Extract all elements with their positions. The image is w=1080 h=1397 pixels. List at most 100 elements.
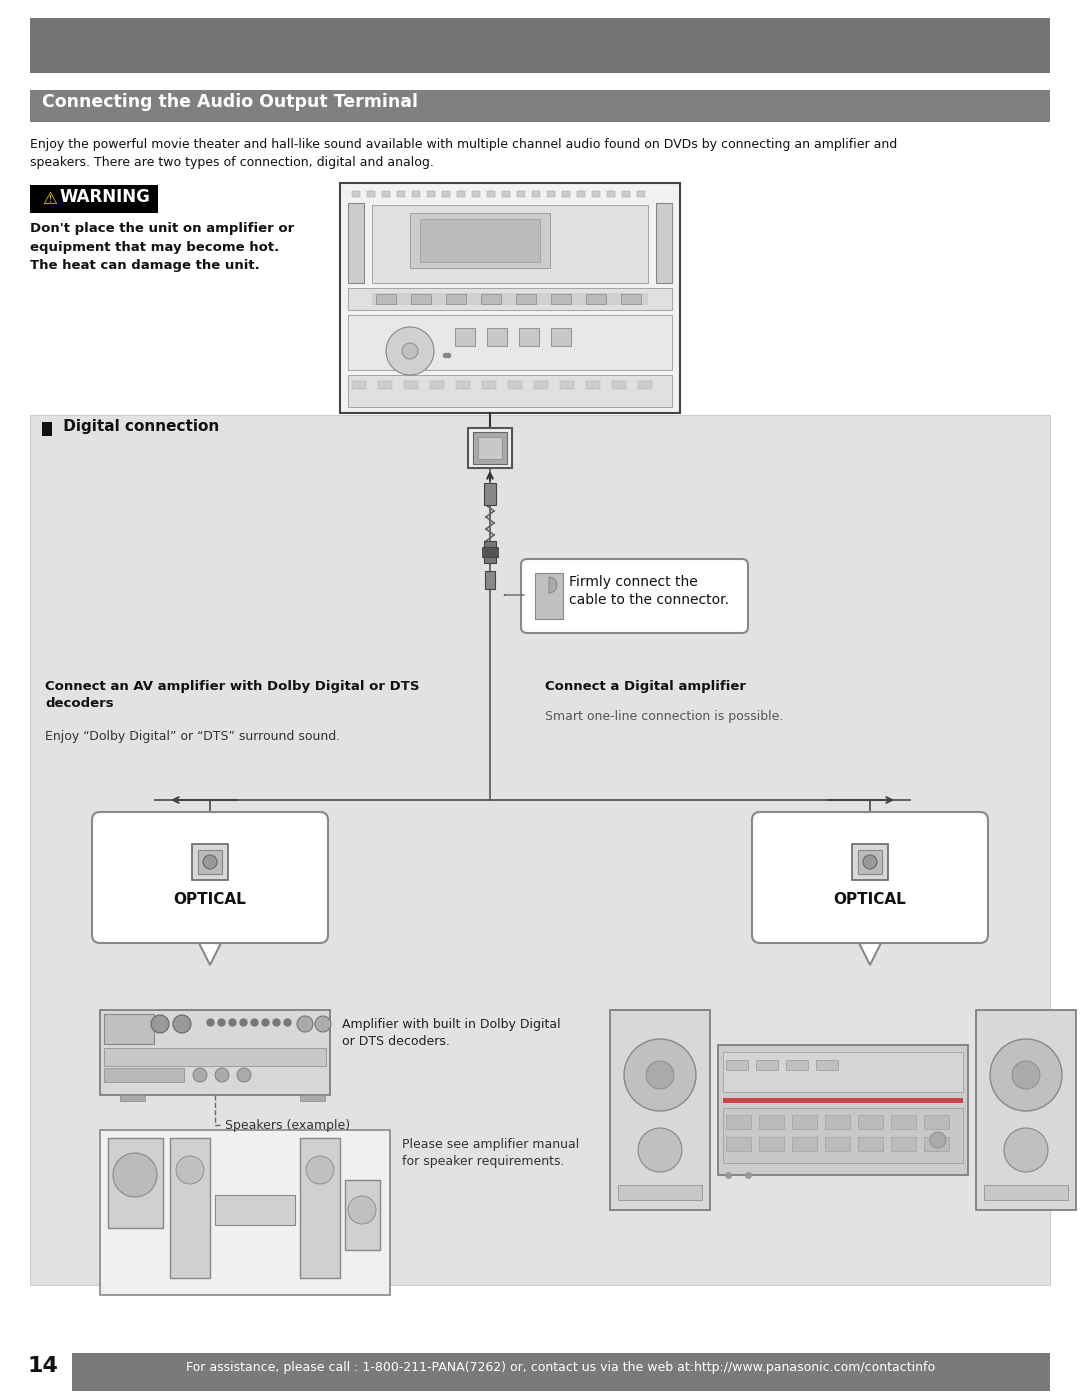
Bar	[104, 1067, 184, 1083]
Bar	[852, 844, 888, 880]
Circle shape	[315, 1016, 330, 1032]
Circle shape	[1012, 1060, 1040, 1090]
Bar	[562, 191, 570, 197]
Text: Smart one-line connection is possible.: Smart one-line connection is possible.	[545, 710, 783, 724]
Bar	[984, 1185, 1068, 1200]
Text: Please see amplifier manual
for speaker requirements.: Please see amplifier manual for speaker …	[402, 1139, 579, 1168]
Bar	[411, 191, 420, 197]
Bar	[472, 191, 480, 197]
Bar	[473, 432, 507, 464]
Bar	[726, 1060, 748, 1070]
Bar	[376, 293, 396, 305]
Bar	[551, 293, 571, 305]
Circle shape	[624, 1039, 696, 1111]
Wedge shape	[549, 577, 557, 592]
Circle shape	[990, 1039, 1062, 1111]
Bar	[718, 1045, 968, 1175]
Bar	[792, 1115, 816, 1129]
Bar	[487, 328, 507, 346]
Bar	[481, 293, 501, 305]
Text: OPTICAL: OPTICAL	[174, 893, 246, 907]
Bar	[348, 374, 672, 407]
FancyBboxPatch shape	[92, 812, 328, 943]
Bar	[622, 191, 630, 197]
Bar	[478, 437, 502, 460]
Bar	[348, 314, 672, 370]
Bar	[546, 191, 555, 197]
Circle shape	[402, 344, 418, 359]
Bar	[816, 1060, 838, 1070]
Bar	[397, 191, 405, 197]
Text: ⚠: ⚠	[42, 190, 57, 208]
Circle shape	[176, 1155, 204, 1185]
Bar	[484, 483, 496, 504]
Bar	[120, 1095, 145, 1101]
Text: Connect a Digital amplifier: Connect a Digital amplifier	[545, 680, 746, 693]
Bar	[723, 1052, 963, 1092]
Bar	[72, 1354, 1050, 1391]
Bar	[723, 1098, 963, 1104]
Bar	[858, 1137, 883, 1151]
Bar	[592, 191, 600, 197]
Bar	[924, 1115, 949, 1129]
Text: Digital connection: Digital connection	[58, 419, 219, 434]
Circle shape	[348, 1196, 376, 1224]
Bar	[519, 328, 539, 346]
Bar	[100, 1010, 330, 1095]
Bar	[108, 1139, 163, 1228]
Bar	[825, 1137, 850, 1151]
Bar	[517, 191, 525, 197]
Text: Enjoy the powerful movie theater and hall-like sound available with multiple cha: Enjoy the powerful movie theater and hal…	[30, 138, 897, 169]
FancyBboxPatch shape	[521, 559, 748, 633]
Bar	[586, 381, 600, 388]
Bar	[825, 1115, 850, 1129]
Bar	[30, 89, 1050, 122]
Bar	[516, 293, 536, 305]
Bar	[430, 381, 444, 388]
Bar	[104, 1014, 154, 1044]
Bar	[487, 191, 495, 197]
Bar	[535, 573, 563, 619]
Bar	[891, 1115, 916, 1129]
Circle shape	[237, 1067, 251, 1083]
Bar	[726, 1137, 751, 1151]
Bar	[532, 191, 540, 197]
Bar	[468, 427, 512, 468]
Bar	[455, 328, 475, 346]
Bar	[352, 191, 360, 197]
Bar	[348, 203, 364, 284]
Bar	[410, 212, 550, 268]
Bar	[618, 1185, 702, 1200]
Bar	[610, 1010, 710, 1210]
Bar	[637, 191, 645, 197]
Bar	[891, 1137, 916, 1151]
Bar	[30, 18, 1050, 73]
Bar	[30, 415, 1050, 1285]
Bar	[420, 219, 540, 263]
Bar	[976, 1010, 1076, 1210]
Bar	[100, 1130, 390, 1295]
Bar	[924, 1137, 949, 1151]
Bar	[792, 1137, 816, 1151]
Bar	[300, 1095, 325, 1101]
Circle shape	[297, 1016, 313, 1032]
Bar	[607, 191, 615, 197]
Bar	[42, 422, 52, 436]
Circle shape	[151, 1016, 168, 1032]
Bar	[621, 293, 642, 305]
Bar	[561, 381, 573, 388]
Circle shape	[863, 855, 877, 869]
Bar	[352, 381, 366, 388]
Bar	[345, 1180, 380, 1250]
Bar	[300, 1139, 340, 1278]
Bar	[723, 1108, 963, 1162]
Text: For assistance, please call : 1-800-211-PANA(7262) or, contact us via the web at: For assistance, please call : 1-800-211-…	[187, 1361, 935, 1375]
Circle shape	[646, 1060, 674, 1090]
Text: WARNING: WARNING	[60, 189, 151, 205]
Bar	[551, 328, 571, 346]
Circle shape	[386, 327, 434, 374]
Polygon shape	[195, 935, 225, 965]
Bar	[367, 191, 375, 197]
Text: Firmly connect the
cable to the connector.: Firmly connect the cable to the connecto…	[569, 576, 729, 608]
Bar	[372, 205, 648, 284]
